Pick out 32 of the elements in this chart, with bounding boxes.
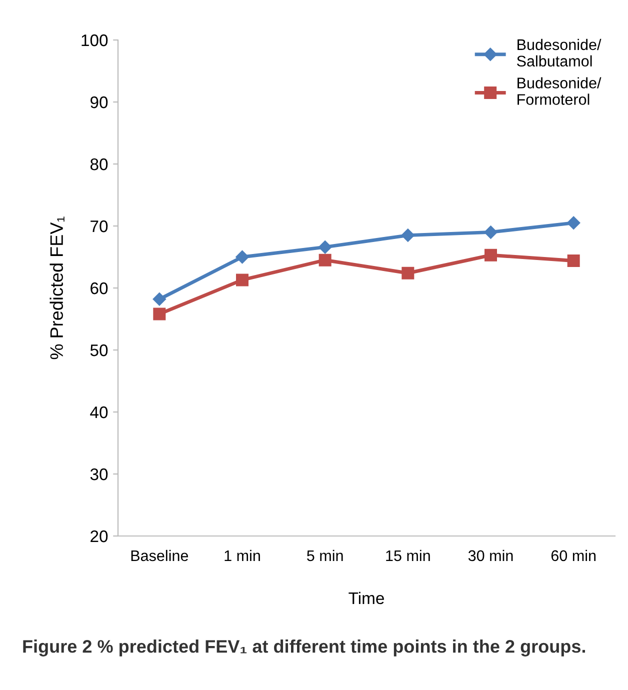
y-tick-label: 70 — [90, 220, 108, 232]
x-tick-label: 5 min — [307, 550, 343, 562]
x-tick-label: 1 min — [224, 550, 260, 561]
point — [152, 292, 166, 306]
point — [236, 250, 249, 264]
point — [318, 240, 332, 254]
point — [567, 254, 580, 267]
point — [566, 216, 580, 230]
legend-label: Budesonide/ Formoterol — [518, 77, 602, 105]
y-tick-label: 30 — [90, 468, 108, 480]
x-tick-label: 15 min — [386, 550, 430, 562]
x-axis-title: Time — [348, 592, 384, 604]
point — [484, 226, 498, 239]
legend-label: Budesonide/ Salbutamol — [517, 38, 602, 67]
x-tick-label: 30 min — [468, 550, 513, 562]
point — [318, 254, 332, 266]
y-tick-label: 80 — [90, 158, 108, 170]
y-tick-label: 100 — [82, 34, 108, 46]
caption: Figure 2 % predicted FEV₁ at different time points in the 2 groups. — [23, 640, 586, 656]
point — [401, 228, 415, 242]
y-tick-label: 60 — [90, 282, 108, 294]
point — [402, 266, 414, 280]
y-tick-label: 90 — [90, 96, 108, 108]
y-tick-label: 50 — [90, 344, 108, 356]
y-tick-label: 20 — [90, 530, 108, 542]
y-tick-label: 40 — [90, 406, 108, 418]
x-tick-label: 60 min — [551, 550, 596, 562]
point — [236, 274, 248, 286]
x-tick-label: Baseline — [131, 550, 188, 562]
point — [484, 248, 497, 262]
point — [153, 308, 166, 320]
y-axis-title: % Predicted FEV₁ — [50, 216, 64, 360]
